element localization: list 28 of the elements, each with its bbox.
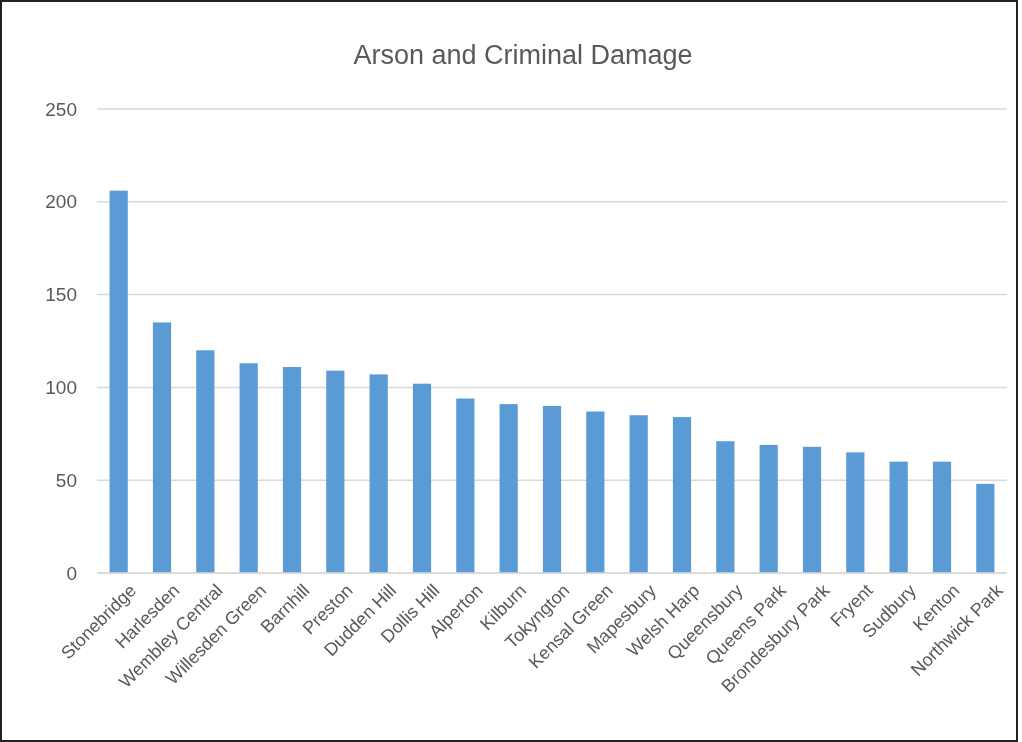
bar	[586, 411, 605, 573]
bar	[456, 398, 475, 573]
bar	[759, 444, 778, 573]
bar	[326, 370, 345, 573]
y-tick-label: 250	[45, 98, 77, 120]
bar	[109, 190, 128, 573]
bar	[889, 461, 908, 573]
bar	[196, 350, 215, 573]
bar	[499, 404, 518, 573]
bar	[412, 383, 432, 573]
bar	[672, 417, 692, 573]
bar	[716, 441, 735, 573]
bar	[152, 322, 172, 573]
bar	[629, 415, 648, 573]
y-tick-label: 50	[55, 469, 77, 491]
bar	[932, 461, 952, 573]
chart-title: Arson and Criminal Damage	[353, 40, 693, 70]
bar	[282, 366, 302, 573]
bar	[976, 483, 995, 573]
bar	[802, 446, 822, 573]
y-tick-label: 200	[45, 191, 77, 213]
y-tick-label: 0	[66, 562, 77, 584]
bar	[239, 363, 258, 573]
bar	[369, 374, 388, 573]
y-tick-label: 150	[45, 284, 77, 306]
y-tick-label: 100	[45, 376, 77, 398]
bar	[846, 452, 865, 573]
bar	[542, 405, 562, 573]
